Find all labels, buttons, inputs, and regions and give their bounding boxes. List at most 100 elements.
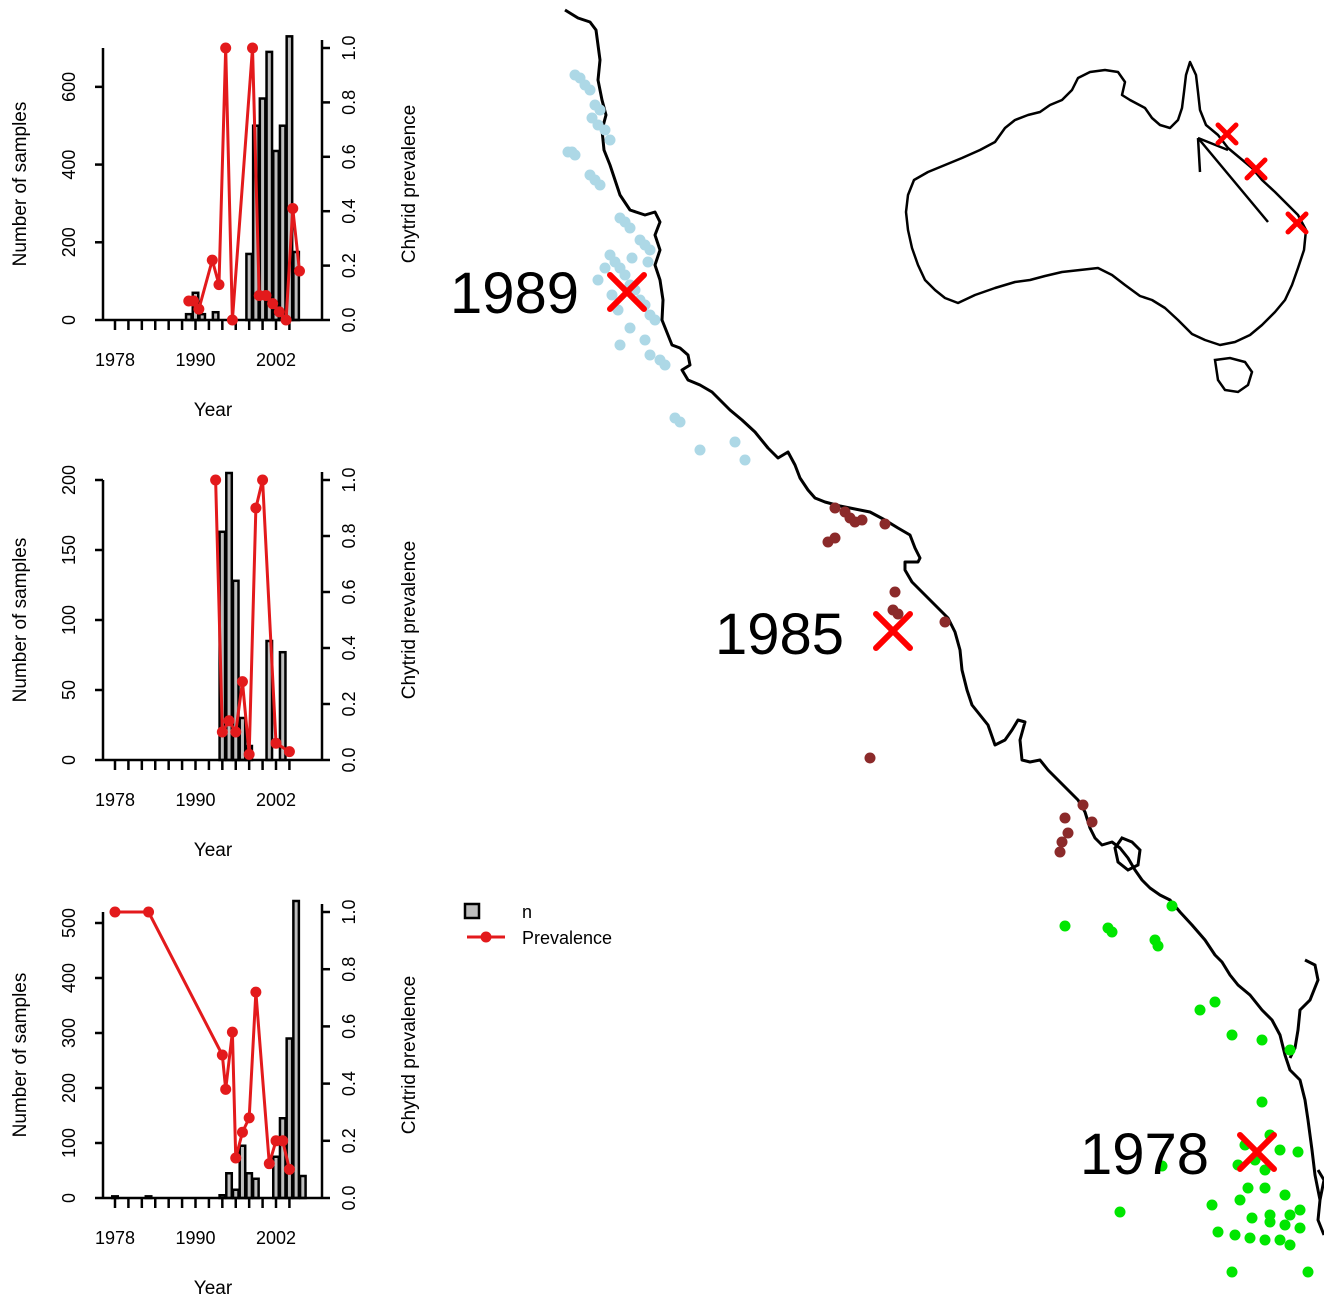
survey-point-central bbox=[1086, 816, 1098, 828]
survey-point-south bbox=[1226, 1266, 1238, 1278]
survey-point-central bbox=[939, 616, 951, 628]
prevalence-point bbox=[226, 314, 238, 326]
y-tick-label-right: 0.8 bbox=[339, 523, 359, 548]
survey-point-north bbox=[604, 134, 616, 146]
prevalence-point bbox=[193, 303, 205, 315]
y-tick-label-right: 0.6 bbox=[339, 579, 359, 604]
prevalence-point bbox=[250, 502, 262, 514]
bar-1999 bbox=[251, 1177, 260, 1200]
prevalence-point bbox=[257, 474, 269, 486]
survey-point-north bbox=[642, 256, 654, 268]
survey-point-north bbox=[639, 334, 651, 346]
australia-inset-map bbox=[904, 60, 1309, 394]
survey-point-north bbox=[614, 339, 626, 351]
map-marker-1978: 1978 bbox=[1080, 1122, 1277, 1187]
prevalence-point bbox=[223, 715, 235, 727]
prevalence-point bbox=[283, 746, 295, 758]
prevalence-point bbox=[210, 474, 222, 486]
x-tick-label: 2002 bbox=[256, 790, 296, 810]
prevalence-line bbox=[115, 910, 291, 1170]
x-tick-label: 2002 bbox=[256, 1228, 296, 1248]
y-axis-title-left: Number of samples bbox=[10, 973, 31, 1138]
y-axis-title-right: Chytrid prevalence bbox=[399, 105, 420, 263]
survey-point-north bbox=[644, 349, 656, 361]
survey-point-south bbox=[1209, 996, 1221, 1008]
bar-1997 bbox=[238, 1144, 247, 1200]
coastline bbox=[564, 8, 1324, 1236]
y-tick-label-right: 0.2 bbox=[339, 1128, 359, 1153]
legend: n Prevalence bbox=[463, 902, 612, 948]
inset-cross-south bbox=[1285, 211, 1309, 235]
survey-point-central bbox=[879, 518, 891, 530]
survey-point-north bbox=[599, 262, 611, 274]
survey-point-north bbox=[619, 269, 631, 281]
y-tick-label-left: 200 bbox=[59, 465, 79, 495]
prevalence-point bbox=[187, 295, 199, 307]
prevalence-point bbox=[236, 676, 248, 688]
x-axis-title: Year bbox=[194, 1278, 233, 1299]
prevalence-point bbox=[277, 1135, 289, 1147]
x-tick-label: 1990 bbox=[175, 1228, 215, 1248]
inset-cross-central bbox=[1244, 157, 1268, 181]
survey-point-north bbox=[659, 359, 671, 371]
survey-point-south bbox=[1294, 1222, 1306, 1234]
y-tick-label-left: 400 bbox=[59, 150, 79, 180]
prevalence-point bbox=[267, 298, 279, 310]
y-tick-label-right: 0.0 bbox=[339, 1185, 359, 1210]
survey-point-south bbox=[1059, 920, 1071, 932]
survey-point-south bbox=[1294, 1204, 1306, 1216]
prevalence-point bbox=[236, 1126, 248, 1138]
survey-point-north bbox=[624, 322, 636, 334]
y-tick-label-left: 50 bbox=[59, 680, 79, 700]
coastline-bay-south-2 bbox=[1316, 1169, 1324, 1201]
tasmania-outline bbox=[1213, 356, 1254, 394]
bar-2003 bbox=[278, 1117, 287, 1200]
survey-point-north bbox=[606, 289, 618, 301]
y-axis-title-right: Chytrid prevalence bbox=[399, 976, 420, 1134]
survey-point-central bbox=[892, 608, 904, 620]
prevalence-point bbox=[216, 1049, 228, 1061]
survey-point-south bbox=[1106, 926, 1118, 938]
y-tick-label-right: 0.8 bbox=[339, 957, 359, 982]
x-axis-title: Year bbox=[194, 400, 233, 421]
survey-point-north bbox=[599, 124, 611, 136]
survey-point-south bbox=[1244, 1232, 1256, 1244]
y-tick-label-left: 200 bbox=[59, 1073, 79, 1103]
survey-point-north bbox=[674, 416, 686, 428]
y-tick-label-right: 1.0 bbox=[339, 467, 359, 492]
inset-arrow-shaft bbox=[1197, 137, 1269, 223]
survey-point-south bbox=[1194, 1004, 1206, 1016]
survey-point-north bbox=[649, 314, 661, 326]
x-tick-label: 1978 bbox=[95, 1228, 135, 1248]
prevalence-point bbox=[213, 279, 225, 291]
survey-point-north bbox=[644, 244, 656, 256]
y-tick-label-right: 1.0 bbox=[339, 35, 359, 60]
prevalence-point bbox=[260, 290, 272, 302]
prevalence-point bbox=[293, 265, 305, 277]
survey-point-south bbox=[1279, 1189, 1291, 1201]
survey-point-south bbox=[1292, 1146, 1304, 1158]
y-tick-label-right: 0.0 bbox=[339, 747, 359, 772]
survey-point-south bbox=[1242, 1182, 1254, 1194]
survey-point-north bbox=[584, 84, 596, 96]
y-tick-label-left: 0 bbox=[59, 315, 79, 325]
x-tick-label: 1990 bbox=[175, 350, 215, 370]
bar-2006 bbox=[298, 1174, 307, 1200]
survey-point-north bbox=[594, 104, 606, 116]
survey-point-south bbox=[1264, 1209, 1276, 1221]
y-tick-label-left: 500 bbox=[59, 908, 79, 938]
survey-point-south bbox=[1256, 1096, 1268, 1108]
prevalence-point bbox=[206, 254, 218, 266]
bar-2005 bbox=[292, 899, 301, 1200]
legend-bar-swatch bbox=[463, 902, 481, 920]
prevalence-point bbox=[247, 42, 259, 54]
y-tick-label-right: 0.0 bbox=[339, 307, 359, 332]
y-tick-label-right: 0.4 bbox=[339, 635, 359, 660]
y-tick-label-right: 0.4 bbox=[339, 1071, 359, 1096]
survey-point-south bbox=[1166, 900, 1178, 912]
survey-point-central bbox=[889, 586, 901, 598]
survey-point-north bbox=[694, 444, 706, 456]
y-tick-label-right: 1.0 bbox=[339, 899, 359, 924]
y-tick-label-right: 0.8 bbox=[339, 90, 359, 115]
bar-1998 bbox=[245, 1172, 254, 1200]
